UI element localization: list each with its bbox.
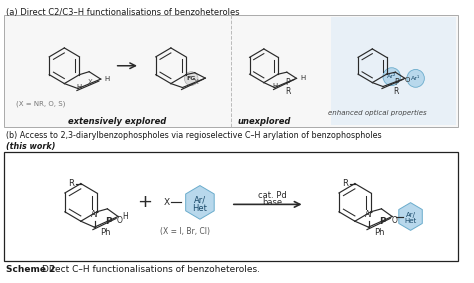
Text: R: R (68, 179, 74, 188)
Text: (X = I, Br, Cl): (X = I, Br, Cl) (160, 227, 210, 236)
Text: P: P (379, 217, 386, 226)
Text: (b) Access to 2,3-diarylbenzophospholes via regioselective C–H arylation of benz: (b) Access to 2,3-diarylbenzophospholes … (6, 131, 382, 140)
Text: X: X (88, 79, 92, 85)
Text: Ph: Ph (100, 228, 111, 237)
Polygon shape (186, 186, 214, 219)
Text: O: O (117, 216, 123, 225)
Circle shape (184, 72, 198, 85)
Text: O: O (405, 77, 410, 83)
Text: cat. Pd: cat. Pd (258, 190, 287, 200)
Text: R: R (393, 87, 399, 96)
Text: O: O (391, 216, 397, 225)
Text: H: H (76, 83, 82, 90)
Text: Ar/: Ar/ (194, 196, 206, 205)
Text: X: X (194, 79, 199, 85)
Text: (X = NR, O, S): (X = NR, O, S) (16, 100, 65, 107)
Text: Ar¹: Ar¹ (411, 76, 420, 81)
Text: Ph: Ph (374, 228, 385, 237)
Text: Het: Het (192, 204, 207, 213)
Text: P: P (285, 78, 290, 87)
Text: (this work): (this work) (6, 142, 55, 151)
FancyBboxPatch shape (331, 17, 456, 125)
Text: P: P (105, 217, 112, 226)
Text: X: X (164, 198, 170, 207)
Text: H: H (122, 212, 128, 221)
Text: unexplored: unexplored (237, 117, 291, 126)
Text: H: H (301, 75, 306, 82)
Text: Ar: Ar (91, 210, 100, 219)
Circle shape (407, 69, 424, 87)
Circle shape (383, 68, 401, 85)
Text: R: R (285, 87, 291, 96)
Text: +: + (137, 193, 152, 211)
Text: Ar²: Ar² (387, 74, 396, 79)
Text: H: H (273, 83, 278, 89)
Text: Ar: Ar (365, 210, 374, 219)
Text: Direct C–H functionalisations of benzoheteroles.: Direct C–H functionalisations of benzohe… (42, 265, 260, 274)
Text: Het: Het (404, 218, 417, 224)
FancyBboxPatch shape (4, 15, 457, 127)
Text: extensively explored: extensively explored (68, 117, 167, 126)
Text: H: H (105, 76, 110, 82)
Text: Ar/: Ar/ (406, 211, 416, 218)
Polygon shape (399, 203, 422, 230)
Text: (a) Direct C2/C3–H functionalisations of benzoheteroles: (a) Direct C2/C3–H functionalisations of… (6, 8, 240, 17)
Text: Scheme 2: Scheme 2 (6, 265, 59, 274)
FancyBboxPatch shape (4, 152, 457, 261)
Text: P: P (394, 78, 399, 87)
Text: R: R (342, 179, 348, 188)
Text: enhanced optical properties: enhanced optical properties (328, 110, 427, 116)
Text: base: base (263, 198, 283, 207)
Text: FG: FG (187, 76, 196, 81)
